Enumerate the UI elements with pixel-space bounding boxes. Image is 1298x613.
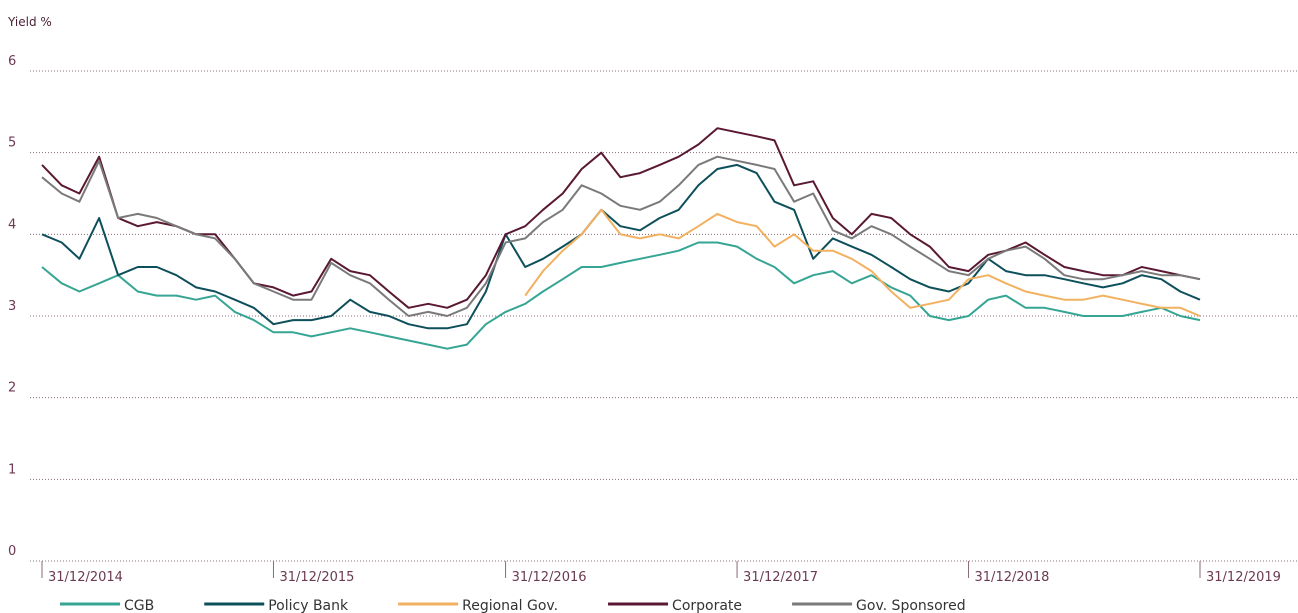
x-tick-label: 31/12/2015 <box>279 570 354 585</box>
x-tick-label: 31/12/2017 <box>743 570 818 585</box>
x-tick-label: 31/12/2016 <box>512 570 587 585</box>
y-tick-label: 1 <box>8 462 16 477</box>
x-tick-label: 31/12/2019 <box>1206 570 1281 585</box>
series-line <box>41 127 1201 309</box>
series-line <box>524 208 1201 317</box>
legend-label: Policy Bank <box>268 598 349 613</box>
y-tick-label: 5 <box>8 136 16 151</box>
legend-label: CGB <box>124 598 154 613</box>
x-tick-label: 31/12/2014 <box>48 570 123 585</box>
y-tick-label: 0 <box>8 544 16 559</box>
legend-label: Gov. Sponsored <box>856 598 966 613</box>
y-tick-label: 2 <box>8 381 16 396</box>
series-line <box>41 241 1201 350</box>
y-tick-label: 6 <box>8 54 16 69</box>
series-line <box>41 155 1201 317</box>
y-tick-label: 3 <box>8 299 16 314</box>
y-axis-title: Yield % <box>7 15 52 29</box>
legend-label: Regional Gov. <box>462 598 558 613</box>
x-tick-label: 31/12/2018 <box>975 570 1050 585</box>
series-line <box>41 163 1201 330</box>
legend-label: Corporate <box>672 598 742 613</box>
y-tick-label: 4 <box>8 217 16 232</box>
